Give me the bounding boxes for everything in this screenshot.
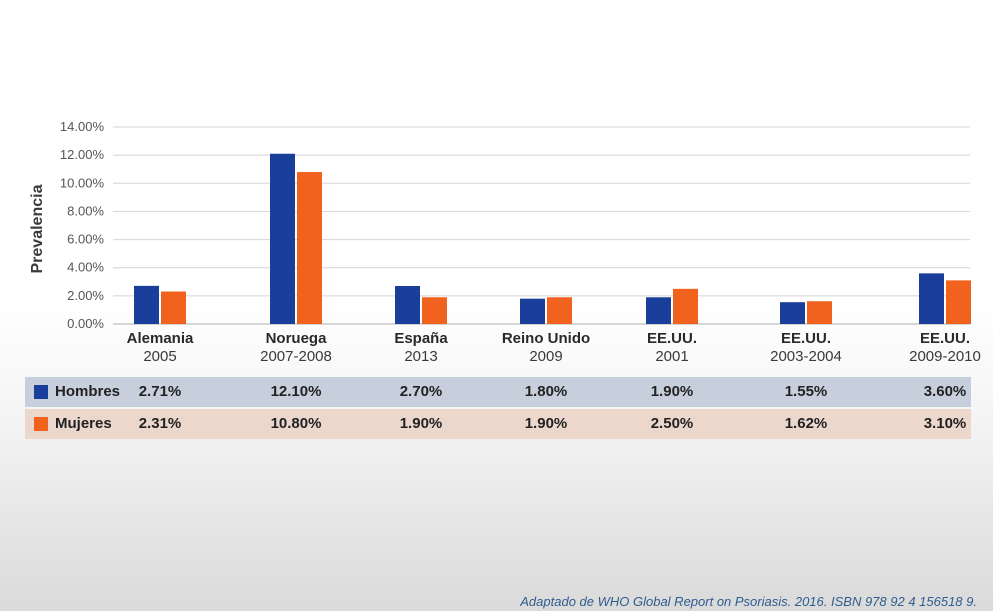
category-label: Noruega 2007-2008 xyxy=(231,330,361,366)
category-name: Alemania xyxy=(126,330,194,347)
value-cell-mujeres: 2.31% xyxy=(138,415,182,432)
value-cell-mujeres: 1.62% xyxy=(784,415,828,432)
category-name: Noruega xyxy=(265,330,327,347)
row-label-hombres: Hombres xyxy=(55,383,121,400)
value-cell-hombres: 1.55% xyxy=(784,383,828,400)
category-label: EE.UU. 2003-2004 xyxy=(741,330,871,366)
y-tick-label: 2.00% xyxy=(67,288,104,303)
value-cell-mujeres: 2.50% xyxy=(650,415,694,432)
category-label: EE.UU. 2009-2010 xyxy=(880,330,993,366)
bar-mujeres xyxy=(422,297,447,324)
bar-hombres xyxy=(520,298,545,324)
bar-mujeres xyxy=(297,172,322,324)
category-year: 2009-2010 xyxy=(909,348,981,365)
hombres-swatch xyxy=(34,385,48,399)
y-tick-label: 6.00% xyxy=(67,232,104,247)
bars xyxy=(134,153,971,324)
source-note: Adaptado de WHO Global Report on Psorias… xyxy=(520,594,977,609)
table-row-hombres: Hombres 2.71% 12.10% 2.70% 1.80% 1.90% 1.55% 3… xyxy=(25,377,971,407)
category-label: Alemania 2005 xyxy=(95,330,225,366)
y-tick-label: 12.00% xyxy=(60,147,105,162)
category-name: EE.UU. xyxy=(919,330,970,347)
category-year: 2005 xyxy=(143,348,177,365)
value-cell-hombres: 3.60% xyxy=(923,383,967,400)
bar-chart: 0.00% 2.00% 4.00% 6.00% 8.00% 10.00% 12.00% 14.… xyxy=(60,119,971,330)
category-name: EE.UU. xyxy=(780,330,831,347)
category-name: España xyxy=(394,330,448,347)
category-label: España 2013 xyxy=(356,330,486,366)
category-year: 2013 xyxy=(404,348,438,365)
y-tick-label: 0.00% xyxy=(67,316,104,330)
category-label: EE.UU. 2001 xyxy=(607,330,737,366)
category-name: EE.UU. xyxy=(646,330,697,347)
mujeres-swatch xyxy=(34,417,48,431)
bar-mujeres xyxy=(807,301,832,324)
value-cell-mujeres: 1.90% xyxy=(399,415,443,432)
bar-hombres xyxy=(134,285,159,324)
bar-hombres xyxy=(270,153,295,324)
category-year: 2009 xyxy=(529,348,563,365)
y-tick-label: 14.00% xyxy=(60,119,105,134)
bar-hombres xyxy=(395,286,420,324)
category-name: Reino Unido xyxy=(501,330,591,347)
value-cell-hombres: 12.10% xyxy=(270,383,322,400)
bar-mujeres xyxy=(946,280,971,324)
category-year: 2001 xyxy=(655,348,689,365)
category-label: Reino Unido 2009 xyxy=(481,330,611,366)
bar-mujeres xyxy=(547,297,572,324)
value-cell-hombres: 2.70% xyxy=(399,383,443,400)
gridlines xyxy=(113,126,970,325)
row-label-mujeres: Mujeres xyxy=(55,415,112,432)
value-cell-mujeres: 1.90% xyxy=(524,415,568,432)
y-tick-label: 8.00% xyxy=(67,203,104,218)
value-cell-hombres: 1.80% xyxy=(524,383,568,400)
y-tick-labels: 0.00% 2.00% 4.00% 6.00% 8.00% 10.00% 12.00% 14.… xyxy=(60,119,105,330)
value-cell-hombres: 2.71% xyxy=(138,383,182,400)
category-year: 2003-2004 xyxy=(770,348,842,365)
y-axis-label: Prevalencia xyxy=(29,184,46,274)
value-cell-mujeres: 3.10% xyxy=(923,415,967,432)
category-year: 2007-2008 xyxy=(260,348,332,365)
bar-hombres xyxy=(919,273,944,324)
bar-hombres xyxy=(646,297,671,324)
bar-hombres xyxy=(780,302,805,324)
table-row-mujeres: Mujeres 2.31% 10.80% 1.90% 1.90% 2.50% 1.62% 3… xyxy=(25,409,971,439)
bar-mujeres xyxy=(161,291,186,324)
bar-mujeres xyxy=(673,288,698,324)
value-cell-hombres: 1.90% xyxy=(650,383,694,400)
y-tick-label: 4.00% xyxy=(67,260,104,275)
value-cell-mujeres: 10.80% xyxy=(270,415,322,432)
y-tick-label: 10.00% xyxy=(60,175,105,190)
